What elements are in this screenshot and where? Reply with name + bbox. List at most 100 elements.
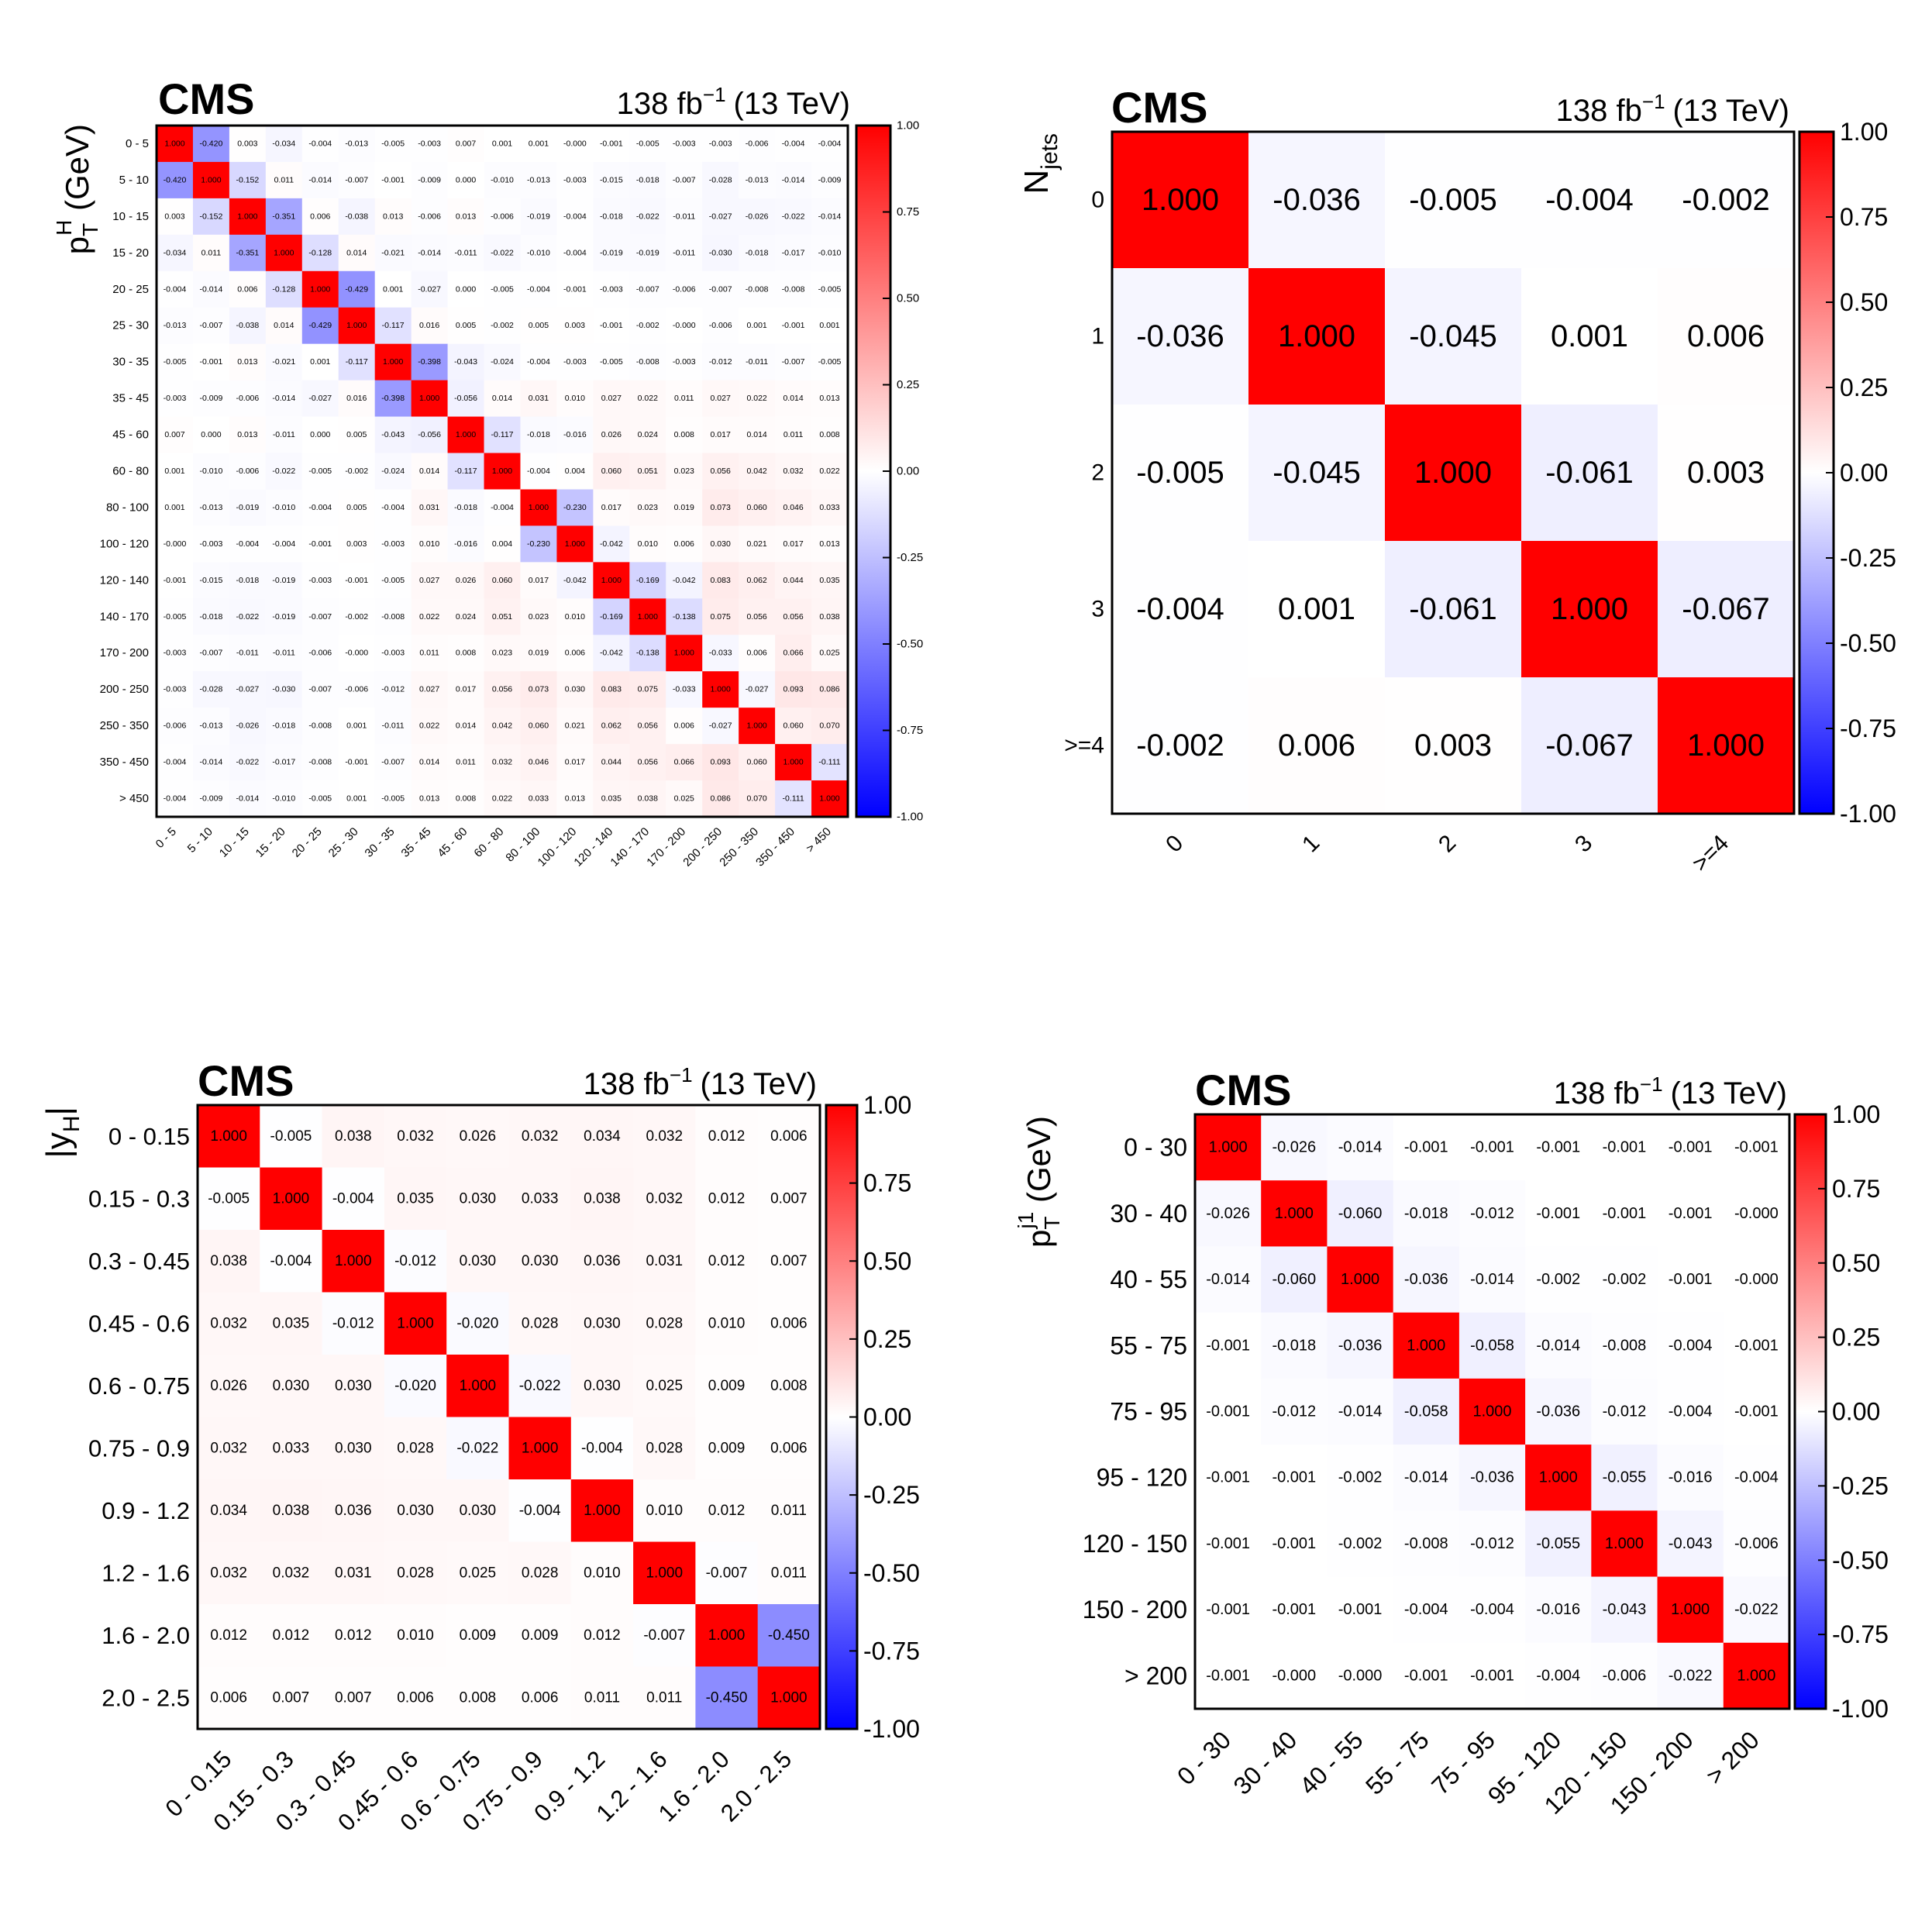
heatmap-cell — [374, 126, 412, 163]
heatmap-cell — [702, 453, 739, 490]
heatmap-cell — [520, 198, 557, 236]
cell-value-label: -0.026 — [1206, 1205, 1250, 1222]
heatmap-cell — [629, 380, 666, 418]
heatmap-cell — [265, 744, 303, 781]
cell-value-label: 0.001 — [819, 321, 839, 330]
heatmap-cell — [1261, 1445, 1328, 1511]
cell-value-label: 0.006 — [397, 1689, 434, 1706]
heatmap-cell — [1657, 1312, 1724, 1379]
cell-value-label: -0.001 — [308, 539, 332, 549]
heatmap-cell — [484, 234, 521, 272]
x-tick-label: 120 - 140 — [571, 825, 615, 869]
heatmap-cell — [484, 343, 521, 381]
heatmap-cell — [1657, 1114, 1724, 1181]
cell-value-label: 1.000 — [1142, 183, 1219, 217]
heatmap-cell — [593, 780, 630, 818]
heatmap-cell — [520, 525, 557, 563]
heatmap-cell — [1521, 405, 1658, 542]
cell-value-label: -0.004 — [308, 139, 332, 148]
heatmap-cell — [484, 671, 521, 708]
cell-value-label: -0.008 — [308, 721, 332, 731]
cell-value-label: 0.012 — [708, 1253, 746, 1269]
cell-value-label: -0.117 — [491, 430, 514, 439]
cell-value-label: 0.025 — [646, 1378, 683, 1394]
cell-value-label: 0.014 — [746, 430, 766, 439]
y-tick-label: 30 - 40 — [1110, 1200, 1187, 1228]
cell-value-label: -0.008 — [1404, 1535, 1448, 1552]
heatmap-cell — [338, 270, 376, 308]
heatmap-cell — [775, 489, 812, 526]
cell-value-label: -0.042 — [673, 576, 696, 585]
cell-value-label: -0.010 — [491, 175, 514, 184]
heatmap-cell — [508, 1479, 572, 1542]
cell-value-label: -0.011 — [746, 357, 768, 367]
cell-value-label: -0.004 — [164, 284, 187, 294]
heatmap-cell — [229, 780, 267, 818]
heatmap-cell — [157, 671, 194, 708]
heatmap-cell — [229, 453, 267, 490]
cell-value-label: 1.000 — [237, 212, 257, 221]
heatmap-cell — [265, 270, 303, 308]
y-tick-label: 0 — [1091, 188, 1104, 213]
heatmap-cell — [1195, 1114, 1262, 1181]
cell-value-label: 0.013 — [419, 794, 439, 804]
cell-value-label: 0.012 — [584, 1627, 621, 1644]
cell-value-label: 0.086 — [711, 794, 731, 804]
heatmap-cell — [1521, 132, 1658, 269]
cell-value-label: 0.034 — [210, 1503, 247, 1519]
heatmap-cell — [811, 744, 849, 781]
cell-value-label: 0.028 — [646, 1440, 683, 1456]
heatmap-cell — [338, 343, 376, 381]
cell-value-label: 0.019 — [674, 503, 694, 512]
heatmap-cell — [508, 1355, 572, 1417]
cell-value-label: -0.003 — [563, 175, 587, 184]
heatmap-cell — [556, 126, 594, 163]
cell-value-label: 0.019 — [529, 649, 549, 658]
y-axis-title-sub: jets — [1037, 133, 1062, 170]
heatmap-cell — [411, 161, 449, 199]
x-tick-label: 40 - 55 — [1294, 1726, 1369, 1800]
cell-value-label: 1.000 — [164, 139, 184, 148]
heatmap-cell — [520, 343, 557, 381]
heatmap-cell — [229, 562, 267, 599]
heatmap-cell — [411, 525, 449, 563]
colorbar-tick-label: 0.75 — [897, 205, 919, 219]
heatmap-cell — [192, 416, 230, 454]
heatmap-cell — [520, 780, 557, 818]
cell-value-label: 1.000 — [346, 321, 367, 330]
y-tick-label: 150 - 200 — [1083, 1596, 1187, 1624]
cell-value-label: 0.013 — [237, 357, 257, 367]
y-tick-label: 350 - 450 — [100, 756, 149, 769]
y-axis-title-sub: T — [78, 223, 102, 236]
colorbar-tick-label: -1.00 — [897, 811, 923, 824]
cell-value-label: -0.033 — [709, 649, 732, 658]
heatmap-cell — [811, 234, 849, 272]
y-tick-label: 200 - 250 — [100, 683, 149, 696]
cell-value-label: -0.004 — [491, 503, 514, 512]
cell-value-label: 0.038 — [638, 794, 658, 804]
heatmap-cell — [1591, 1312, 1658, 1379]
heatmap-cell — [629, 270, 666, 308]
heatmap-cell — [260, 1479, 323, 1542]
cell-value-label: -0.005 — [381, 139, 405, 148]
cell-value-label: 0.016 — [419, 321, 439, 330]
heatmap-cell — [811, 780, 849, 818]
heatmap-cell — [1723, 1642, 1790, 1710]
cell-value-label: 0.017 — [529, 576, 549, 585]
heatmap-cell — [666, 562, 703, 599]
heatmap-cell — [508, 1105, 572, 1168]
heatmap-cell — [411, 744, 449, 781]
heatmap-cell — [811, 416, 849, 454]
heatmap-cell — [157, 343, 194, 381]
heatmap-cell — [446, 1167, 509, 1231]
heatmap-cell — [775, 234, 812, 272]
cell-value-label: 0.030 — [711, 539, 731, 549]
cell-value-label: 0.062 — [746, 576, 766, 585]
heatmap-cell — [192, 780, 230, 818]
heatmap-cell — [1393, 1180, 1460, 1247]
x-tick-label: 15 - 20 — [253, 825, 288, 860]
cell-value-label: 0.011 — [201, 248, 222, 257]
cell-value-label: -0.005 — [636, 139, 659, 148]
cell-value-label: -0.003 — [418, 139, 441, 148]
heatmap-cell — [1248, 541, 1386, 678]
